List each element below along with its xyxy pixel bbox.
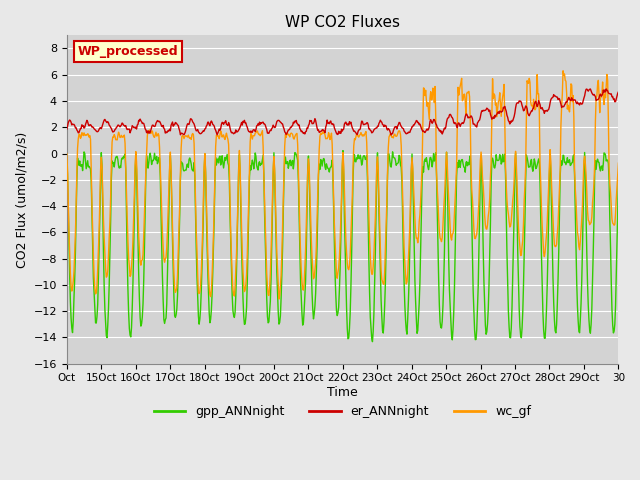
gpp_ANNnight	[369, 339, 376, 345]
wc_gf	[257, 133, 264, 139]
gpp_ANNnight	[614, 172, 622, 178]
er_ANNnight	[127, 126, 135, 132]
er_ANNnight	[614, 89, 622, 95]
er_ANNnight	[387, 132, 395, 138]
wc_gf	[275, 296, 283, 302]
gpp_ANNnight	[277, 295, 285, 301]
gpp_ANNnight	[257, 163, 264, 168]
Y-axis label: CO2 Flux (umol/m2/s): CO2 Flux (umol/m2/s)	[15, 132, 28, 268]
wc_gf	[559, 68, 567, 73]
Legend: gpp_ANNnight, er_ANNnight, wc_gf: gpp_ANNnight, er_ANNnight, wc_gf	[148, 400, 536, 423]
X-axis label: Time: Time	[327, 386, 358, 399]
er_ANNnight	[277, 120, 285, 126]
wc_gf	[431, 84, 439, 89]
er_ANNnight	[400, 128, 408, 134]
wc_gf	[63, 151, 70, 156]
wc_gf	[614, 160, 622, 166]
er_ANNnight	[257, 121, 264, 127]
gpp_ANNnight	[432, 150, 440, 156]
er_ANNnight	[229, 130, 237, 136]
gpp_ANNnight	[401, 302, 409, 308]
wc_gf	[229, 287, 237, 292]
er_ANNnight	[63, 126, 70, 132]
gpp_ANNnight	[339, 148, 347, 154]
gpp_ANNnight	[63, 155, 70, 161]
wc_gf	[278, 252, 285, 257]
Text: WP_processed: WP_processed	[78, 45, 179, 58]
er_ANNnight	[431, 119, 439, 124]
Line: wc_gf: wc_gf	[67, 71, 618, 299]
gpp_ANNnight	[127, 325, 135, 331]
er_ANNnight	[602, 86, 610, 92]
Line: gpp_ANNnight: gpp_ANNnight	[67, 151, 618, 342]
wc_gf	[127, 264, 135, 269]
Line: er_ANNnight: er_ANNnight	[67, 89, 618, 135]
gpp_ANNnight	[229, 308, 237, 314]
Title: WP CO2 Fluxes: WP CO2 Fluxes	[285, 15, 400, 30]
wc_gf	[400, 245, 408, 251]
